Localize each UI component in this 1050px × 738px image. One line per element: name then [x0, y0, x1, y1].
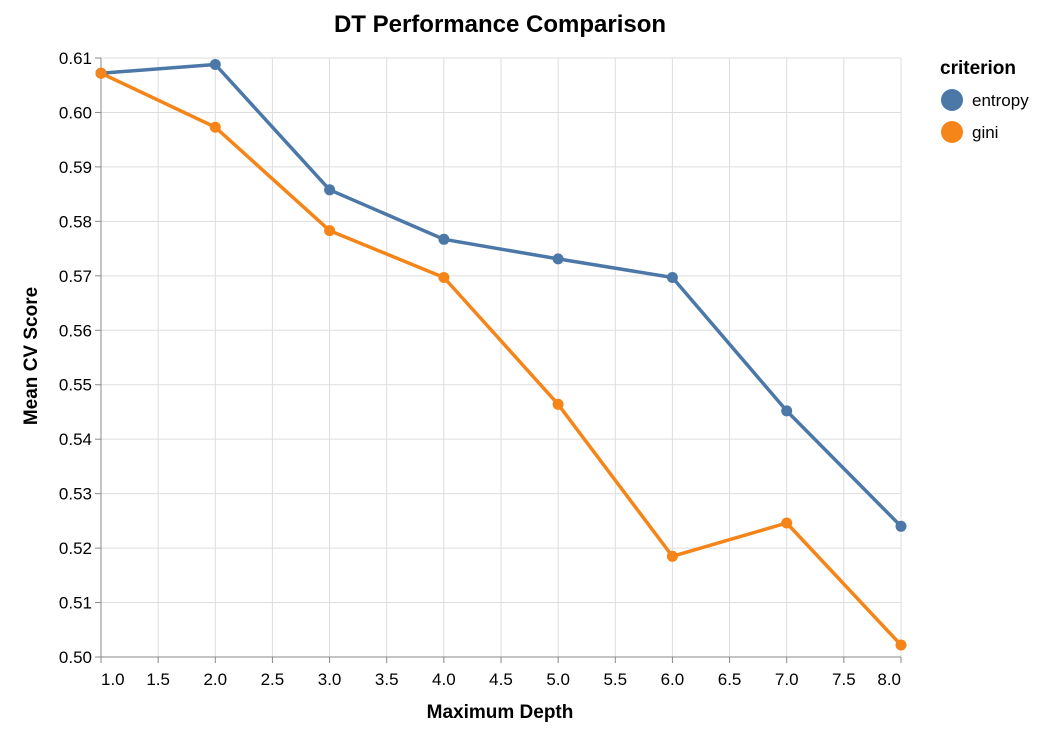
- x-tick-label: 5.5: [603, 670, 627, 689]
- x-tick-label: 2.5: [261, 670, 285, 689]
- data-point-entropy: [209, 59, 221, 70]
- x-tick-label: 3.5: [375, 670, 399, 689]
- y-tick-label: 0.61: [59, 49, 92, 68]
- x-tick-label: 1.0: [101, 670, 125, 689]
- y-tick-label: 0.59: [59, 158, 92, 177]
- axes: 0.50 0.51 0.52 0.53 0.54 0.55 0.56 0.57 0.58 0.59…: [59, 49, 902, 689]
- plot-series: [95, 59, 907, 651]
- legend-title: criterion: [940, 58, 1016, 79]
- y-tick-label: 0.56: [59, 321, 92, 340]
- y-axis-title: Mean CV Score: [21, 287, 42, 425]
- data-point-gini: [895, 639, 907, 651]
- y-tick-label: 0.54: [59, 430, 92, 449]
- y-tick-label: 0.50: [59, 648, 92, 667]
- y-tick-label: 0.53: [59, 485, 92, 504]
- x-tick-label: 4.5: [489, 670, 513, 689]
- data-point-gini: [209, 121, 221, 133]
- y-tick-label: 0.51: [59, 594, 92, 613]
- x-tick-label: 2.0: [203, 670, 227, 689]
- x-tick-label: 4.0: [432, 670, 456, 689]
- data-point-gini: [781, 517, 793, 529]
- x-tick-label: 8.0: [877, 670, 901, 689]
- data-point-entropy: [324, 184, 336, 196]
- data-point-entropy: [895, 520, 907, 532]
- data-point-entropy: [438, 233, 450, 245]
- data-point-gini: [324, 225, 336, 237]
- y-tick-label: 0.60: [59, 103, 92, 122]
- y-tick-label: 0.52: [59, 539, 92, 558]
- x-tick-label: 7.5: [832, 670, 856, 689]
- chart-title: DT Performance Comparison: [334, 11, 666, 38]
- legend-label-entropy: entropy: [972, 91, 1029, 110]
- x-tick-label: 6.0: [661, 670, 685, 689]
- data-point-entropy: [666, 272, 678, 283]
- x-tick-label: 6.5: [718, 670, 742, 689]
- data-point-gini: [438, 272, 450, 283]
- legend-items: entropy gini: [941, 89, 1029, 143]
- legend-swatch-gini: [941, 121, 963, 143]
- y-tick-label: 0.55: [59, 376, 92, 395]
- x-tick-label: 5.0: [546, 670, 570, 689]
- legend-label-gini: gini: [972, 123, 998, 142]
- y-tick-label: 0.57: [59, 267, 92, 286]
- x-tick-label: 7.0: [775, 670, 799, 689]
- y-tick-label: 0.58: [59, 212, 92, 231]
- legend-swatch-entropy: [941, 89, 963, 111]
- x-tick-label: 1.5: [146, 670, 170, 689]
- data-point-entropy: [552, 253, 564, 265]
- x-axis-title: Maximum Depth: [427, 702, 574, 723]
- data-point-gini: [552, 398, 564, 410]
- data-point-gini: [95, 67, 107, 79]
- data-point-entropy: [781, 405, 793, 417]
- x-tick-label: 3.0: [318, 670, 342, 689]
- data-point-gini: [666, 550, 678, 562]
- series-line-gini: [100, 71, 903, 647]
- legend: criterion entropy gini: [940, 58, 1029, 143]
- series-line-entropy: [100, 62, 903, 528]
- gridlines: [100, 57, 902, 658]
